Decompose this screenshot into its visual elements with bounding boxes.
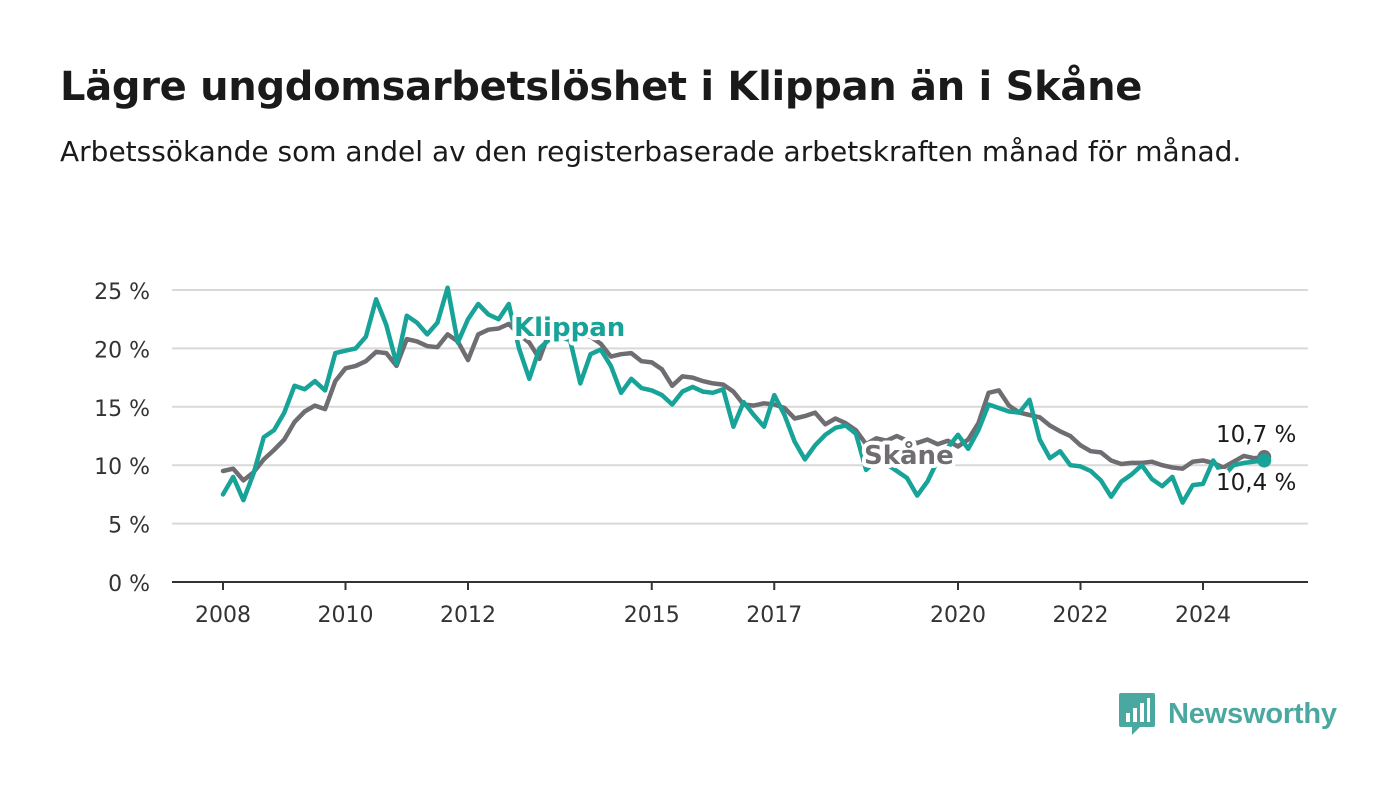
series-label-skane: Skåne xyxy=(864,439,954,471)
x-tick-label: 2008 xyxy=(195,603,251,628)
y-tick-label: 5 % xyxy=(108,514,150,539)
end-value-skane: 10,7 % xyxy=(1216,422,1296,448)
chart-subtitle: Arbetssökande som andel av den registerb… xyxy=(60,135,1242,168)
series-lines xyxy=(220,285,1272,505)
chart-title: Lägre ungdomsarbetslöshet i Klippan än i… xyxy=(60,64,1143,110)
end-value-klippan: 10,4 % xyxy=(1216,470,1296,496)
x-tick-label: 2022 xyxy=(1053,603,1109,628)
y-tick-label: 15 % xyxy=(94,397,150,422)
x-tick-label: 2015 xyxy=(624,603,680,628)
series-label-skane-halo: Skåne xyxy=(864,439,954,471)
end-value-skane-halo: 10,7 % xyxy=(1216,422,1296,448)
x-tick-label: 2024 xyxy=(1175,603,1231,628)
newsworthy-chart-icon xyxy=(1119,693,1155,735)
brand-name: Newsworthy xyxy=(1168,697,1337,730)
series-line-klippan xyxy=(220,285,1267,505)
y-tick-label: 10 % xyxy=(94,455,150,480)
x-tick-label: 2010 xyxy=(318,603,374,628)
end-point-klippan xyxy=(1257,453,1272,468)
y-tick-label: 20 % xyxy=(94,338,150,363)
end-value-klippan-halo: 10,4 % xyxy=(1216,470,1296,496)
x-tick-label: 2017 xyxy=(746,603,802,628)
x-tick-label: 2020 xyxy=(930,603,986,628)
x-tick-label: 2012 xyxy=(440,603,496,628)
y-tick-label: 0 % xyxy=(108,572,150,597)
series-label-klippan: Klippan xyxy=(514,313,625,343)
y-tick-label: 25 % xyxy=(94,280,150,305)
newsworthy-logo: Newsworthy xyxy=(1118,690,1337,738)
y-axis-tick-labels: 0 % 5 % 10 % 15 % 20 % 25 % xyxy=(94,280,150,597)
series-label-klippan-halo: Klippan xyxy=(514,313,625,343)
x-axis-ticks: 2008 2010 2012 2015 2017 2020 2022 2024 xyxy=(195,582,1231,628)
